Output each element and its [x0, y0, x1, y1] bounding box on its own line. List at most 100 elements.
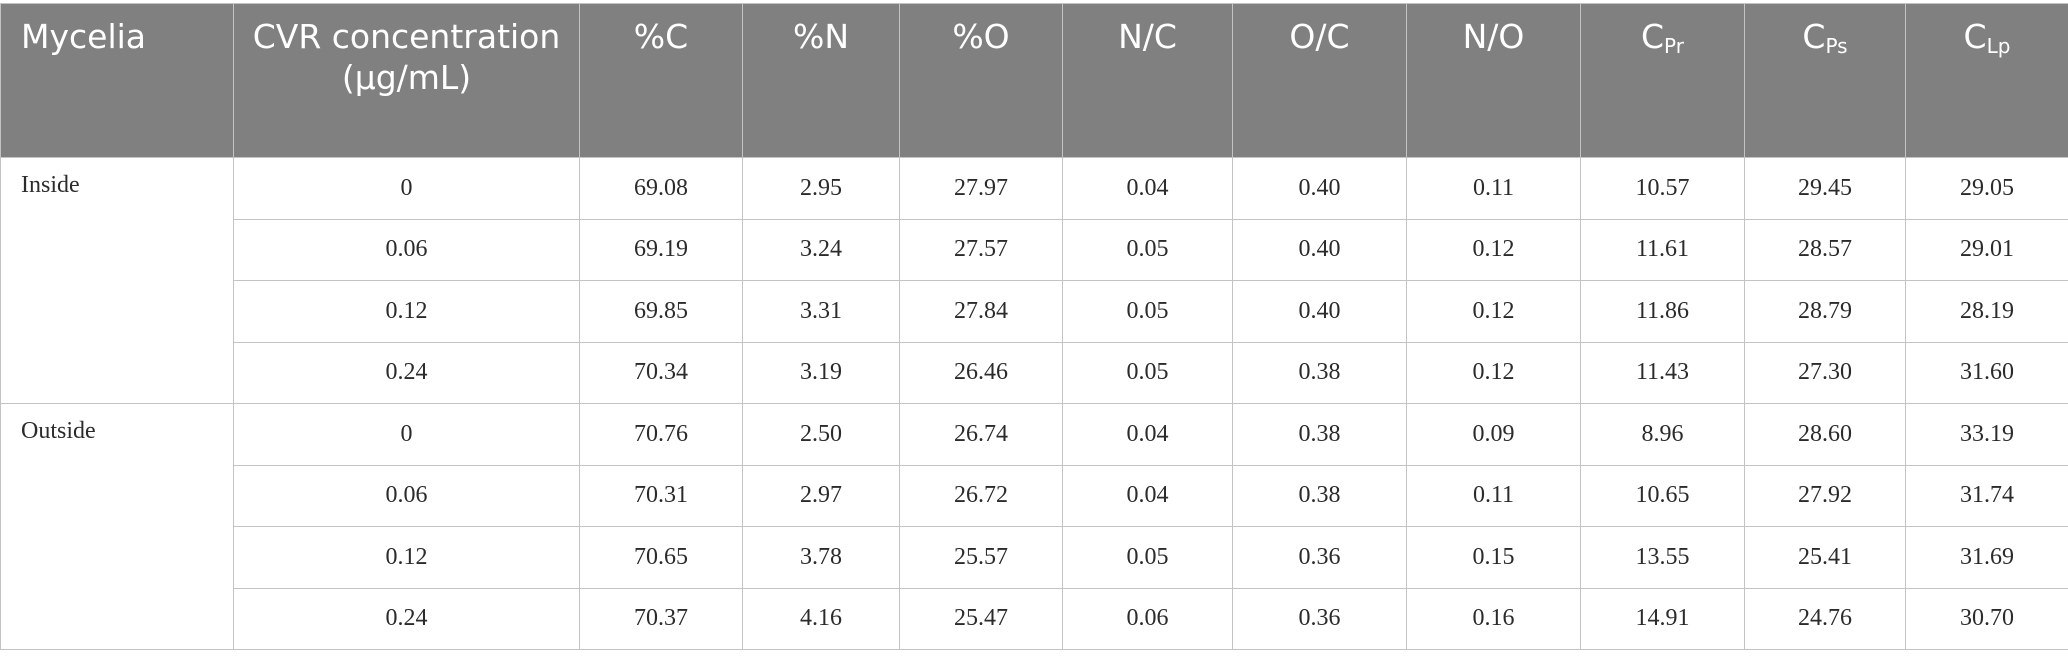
header-c-ps: CPs — [1744, 3, 1906, 158]
table-row: Outside 0 70.76 2.50 26.74 0.04 0.38 0.09 8.96 28… — [0, 403, 2068, 650]
group-label-inside: Inside — [0, 157, 234, 404]
table-cell: 0.05 — [1062, 526, 1233, 589]
table-cell: 0.40 — [1232, 218, 1407, 281]
data-table: Mycelia CVR concentration (μg/mL) %C %N … — [0, 3, 2068, 650]
table-cell: 24.76 — [1744, 587, 1906, 650]
table-cell: 25.47 — [899, 587, 1063, 650]
table-cell: 0.12 — [1406, 218, 1581, 281]
header-c-ps-subscript: Ps — [1825, 34, 1848, 58]
table-cell: 0.24 — [233, 587, 580, 650]
table-cell: 11.61 — [1580, 218, 1745, 281]
table-cell: 70.65 — [579, 526, 743, 589]
table-cell: 3.78 — [742, 526, 900, 589]
table-cell: 3.19 — [742, 341, 900, 404]
header-mycelia: Mycelia — [0, 3, 234, 158]
table-body: Inside 0 69.08 2.95 27.97 0.04 0.40 0.11 10.57 29… — [0, 157, 2068, 650]
table-cell: 2.97 — [742, 464, 900, 527]
table-cell: 0.06 — [233, 218, 580, 281]
table-cell: 2.50 — [742, 403, 900, 466]
table-cell: 30.70 — [1905, 587, 2068, 650]
table-cell: 27.30 — [1744, 341, 1906, 404]
header-percent-o: %O — [899, 3, 1063, 158]
table-cell: 0.38 — [1232, 403, 1407, 466]
table-cell: 25.41 — [1744, 526, 1906, 589]
table-cell: 28.19 — [1905, 280, 2068, 343]
table-row: 0.12 69.85 3.31 27.84 0.05 0.40 0.12 11.86 28.79… — [1, 280, 2068, 343]
table-cell: 0.06 — [233, 464, 580, 527]
table-cell: 10.65 — [1580, 464, 1745, 527]
header-c-lp-subscript: Lp — [1986, 34, 2011, 58]
header-c-pr: CPr — [1580, 3, 1745, 158]
table-cell: 4.16 — [742, 587, 900, 650]
table-row: 0.24 70.34 3.19 26.46 0.05 0.38 0.12 11.43 27.30… — [1, 341, 2068, 404]
table-cell: 0.24 — [233, 341, 580, 404]
header-c-pr-subscript: Pr — [1664, 34, 1684, 58]
table-cell: 0 — [233, 157, 580, 220]
table-cell: 11.43 — [1580, 341, 1745, 404]
header-percent-n: %N — [742, 3, 900, 158]
table-cell: 25.57 — [899, 526, 1063, 589]
table-cell: 69.85 — [579, 280, 743, 343]
table-cell: 29.01 — [1905, 218, 2068, 281]
table-cell: 0.04 — [1062, 157, 1233, 220]
table-cell: 28.60 — [1744, 403, 1906, 466]
table-cell: 26.46 — [899, 341, 1063, 404]
table-cell: 69.19 — [579, 218, 743, 281]
table-cell: 31.69 — [1905, 526, 2068, 589]
table-cell: 10.57 — [1580, 157, 1745, 220]
table-cell: 0.04 — [1062, 464, 1233, 527]
table-cell: 0.06 — [1062, 587, 1233, 650]
table-cell: 3.24 — [742, 218, 900, 281]
table-cell: 69.08 — [579, 157, 743, 220]
table-cell: 0.11 — [1406, 157, 1581, 220]
table-cell: 11.86 — [1580, 280, 1745, 343]
table-cell: 0.38 — [1232, 464, 1407, 527]
header-n-c-ratio: N/C — [1062, 3, 1233, 158]
table-cell: 0.40 — [1232, 157, 1407, 220]
table-cell: 26.74 — [899, 403, 1063, 466]
table-cell: 0.12 — [1406, 280, 1581, 343]
table-cell: 28.57 — [1744, 218, 1906, 281]
table-row: 0.06 69.19 3.24 27.57 0.05 0.40 0.12 11.61 28.57… — [1, 218, 2068, 281]
header-cvr-concentration: CVR concentration (μg/mL) — [233, 3, 580, 158]
table-cell: 0.40 — [1232, 280, 1407, 343]
table-cell: 31.60 — [1905, 341, 2068, 404]
table-cell: 0.38 — [1232, 341, 1407, 404]
group-label-outside: Outside — [0, 403, 234, 650]
table-row: 0.06 70.31 2.97 26.72 0.04 0.38 0.11 10.65 27.92… — [1, 464, 2068, 527]
table-cell: 28.79 — [1744, 280, 1906, 343]
table-cell: 70.37 — [579, 587, 743, 650]
table-cell: 0.11 — [1406, 464, 1581, 527]
table-cell: 0.12 — [1406, 341, 1581, 404]
table-cell: 0.36 — [1232, 526, 1407, 589]
header-c-lp-base: C — [1963, 17, 1987, 56]
table-cell: 27.97 — [899, 157, 1063, 220]
header-c-lp: CLp — [1905, 3, 2068, 158]
table-cell: 29.45 — [1744, 157, 1906, 220]
table-row: 0.12 70.65 3.78 25.57 0.05 0.36 0.15 13.55 25.41… — [1, 526, 2068, 589]
table-cell: 0.09 — [1406, 403, 1581, 466]
table-cell: 0.05 — [1062, 341, 1233, 404]
header-row: Mycelia CVR concentration (μg/mL) %C %N … — [0, 3, 2068, 158]
table-cell: 2.95 — [742, 157, 900, 220]
table-cell: 0 — [233, 403, 580, 466]
table-cell: 27.57 — [899, 218, 1063, 281]
table-cell: 0.36 — [1232, 587, 1407, 650]
table-row: 0.24 70.37 4.16 25.47 0.06 0.36 0.16 14.91 24.76… — [1, 587, 2068, 650]
table-cell: 27.92 — [1744, 464, 1906, 527]
table-cell: 0.16 — [1406, 587, 1581, 650]
header-c-pr-base: C — [1641, 17, 1665, 56]
table-cell: 0.12 — [233, 280, 580, 343]
table-cell: 0.12 — [233, 526, 580, 589]
table-cell: 8.96 — [1580, 403, 1745, 466]
table-cell: 0.05 — [1062, 218, 1233, 281]
table-row: Inside 0 69.08 2.95 27.97 0.04 0.40 0.11 10.57 29… — [0, 157, 2068, 404]
table-cell: 29.05 — [1905, 157, 2068, 220]
header-c-ps-base: C — [1802, 17, 1826, 56]
table-cell: 27.84 — [899, 280, 1063, 343]
table-cell: 14.91 — [1580, 587, 1745, 650]
table-cell: 33.19 — [1905, 403, 2068, 466]
header-n-o-ratio: N/O — [1406, 3, 1581, 158]
table-cell: 26.72 — [899, 464, 1063, 527]
table-cell: 13.55 — [1580, 526, 1745, 589]
